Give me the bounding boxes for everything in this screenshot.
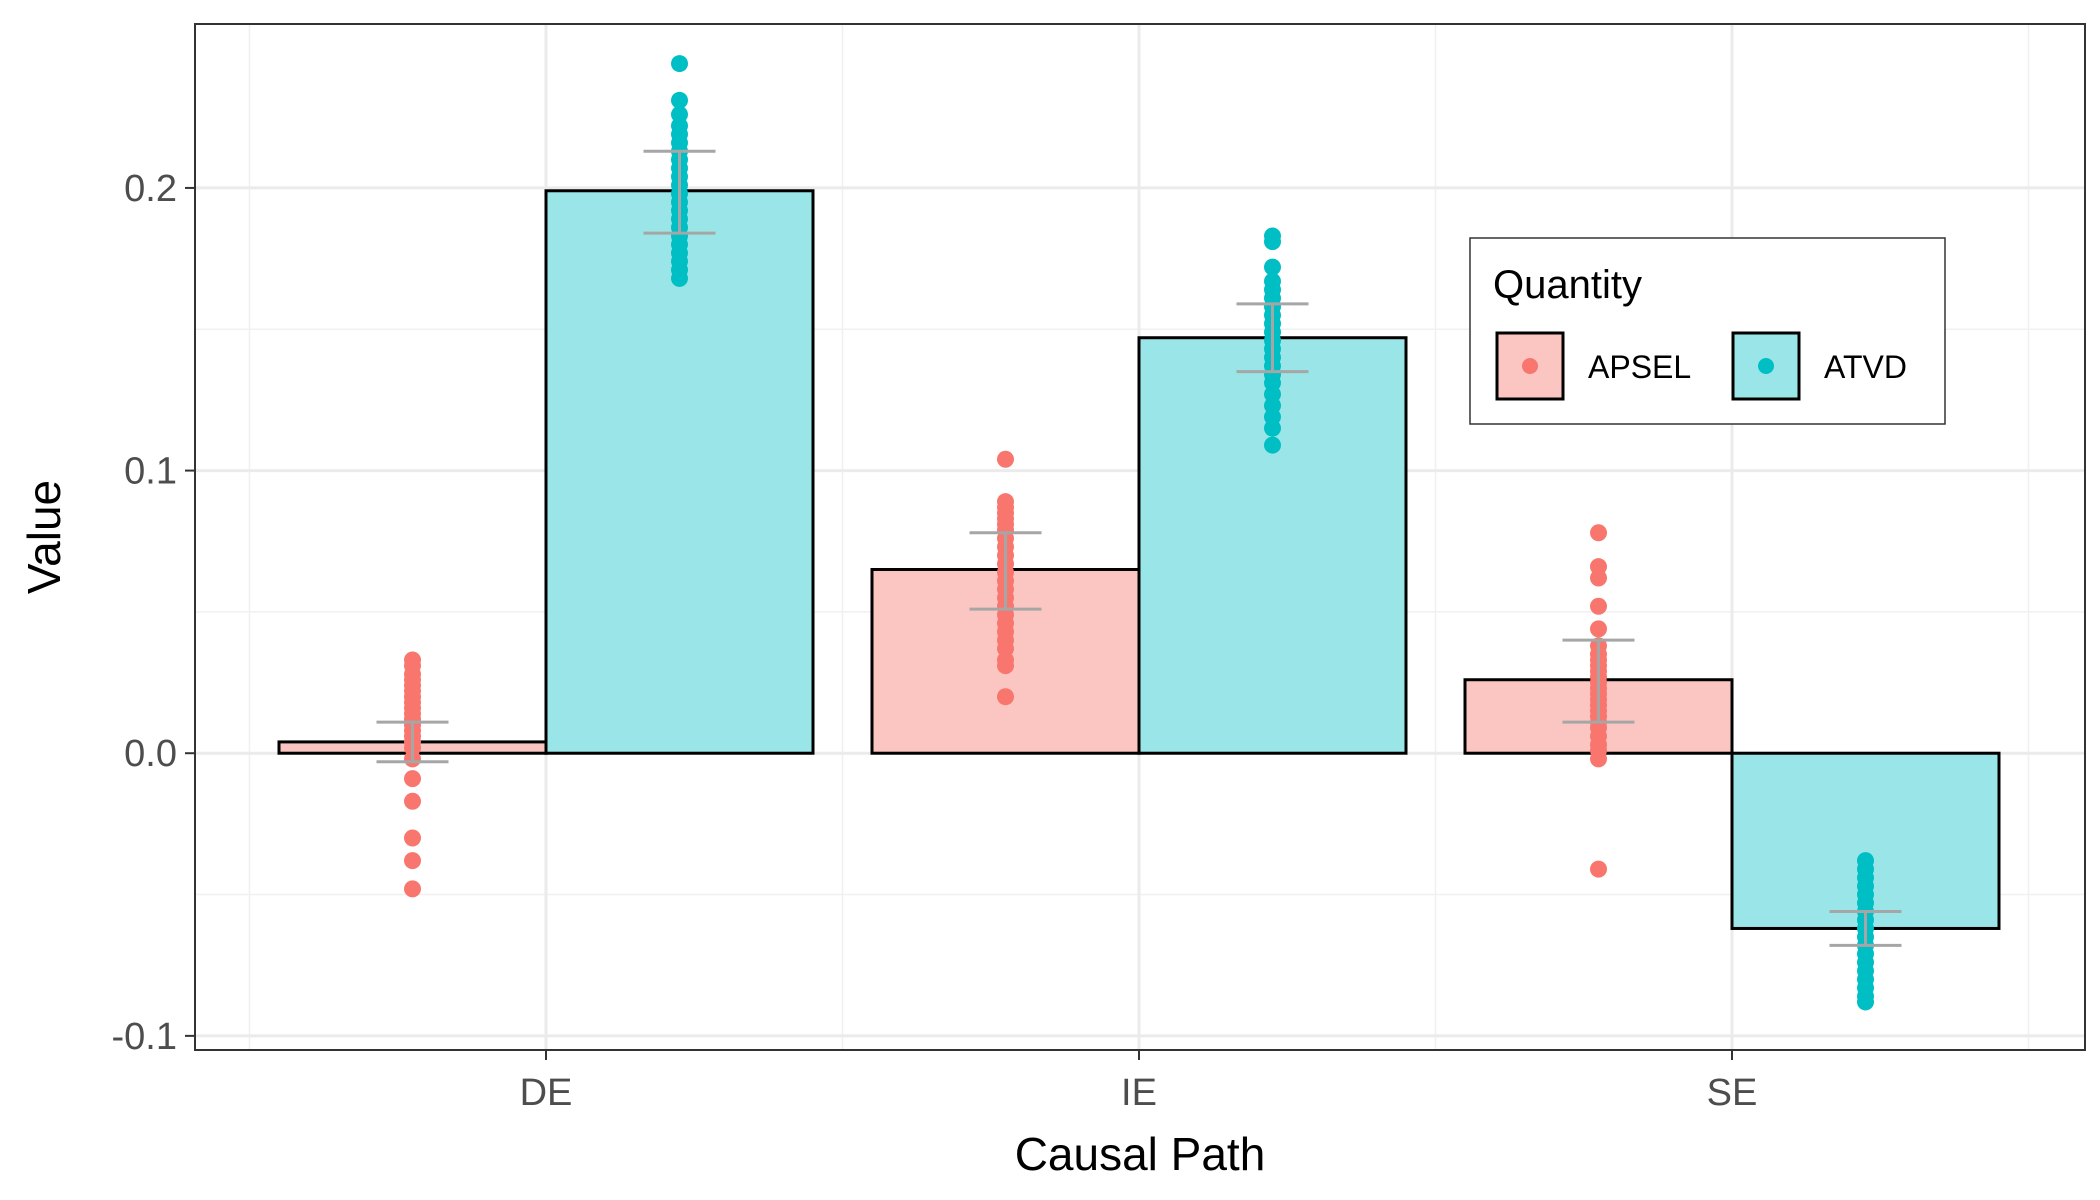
point-atvd-ie [1264, 436, 1281, 454]
point-apsel-ie [997, 688, 1014, 706]
point-apsel-ie [997, 657, 1014, 675]
legend-dot-apsel [1522, 358, 1538, 374]
x-tick-label: DE [520, 1072, 573, 1114]
point-atvd-ie [1264, 419, 1281, 437]
x-tick-label: SE [1707, 1072, 1758, 1114]
point-apsel-de [404, 880, 421, 898]
point-atvd-se [1857, 993, 1874, 1011]
y-tick-label: 0.1 [124, 451, 177, 493]
point-apsel-se [1590, 750, 1607, 768]
legend-label-apsel: APSEL [1588, 349, 1691, 385]
point-apsel-se [1590, 620, 1607, 638]
point-atvd-ie [1264, 258, 1281, 276]
legend-dot-atvd [1758, 358, 1774, 374]
error-bars [376, 149, 1902, 947]
y-tick-label: 0.2 [124, 168, 177, 210]
point-apsel-de [404, 852, 421, 870]
point-apsel-se [1590, 860, 1607, 878]
point-atvd-de [671, 55, 688, 73]
y-axis-title: Value [18, 480, 70, 594]
legend-title: Quantity [1493, 263, 1642, 307]
point-atvd-de [671, 91, 688, 109]
point-apsel-de [404, 829, 421, 847]
legend-item-apsel: APSEL [1495, 331, 1691, 401]
y-tick-label: -0.1 [112, 1016, 177, 1058]
point-apsel-ie [997, 450, 1014, 468]
legend-label-atvd: ATVD [1824, 349, 1907, 385]
point-atvd-de [671, 269, 688, 287]
axes: -0.1 0.0 0.1 0.2 DE IE SE [112, 168, 1758, 1114]
x-axis-title: Causal Path [1015, 1128, 1266, 1180]
point-apsel-se [1590, 569, 1607, 587]
point-apsel-se [1590, 597, 1607, 615]
points [404, 55, 1874, 1011]
point-apsel-se [1590, 524, 1607, 542]
y-tick-label: 0.0 [124, 733, 177, 775]
point-apsel-de [404, 792, 421, 810]
point-apsel-de [404, 770, 421, 788]
legend: Quantity APSEL ATVD [1469, 237, 1946, 425]
point-atvd-ie [1264, 233, 1281, 251]
legend-item-atvd: ATVD [1731, 331, 1907, 401]
x-tick-label: IE [1121, 1072, 1157, 1114]
